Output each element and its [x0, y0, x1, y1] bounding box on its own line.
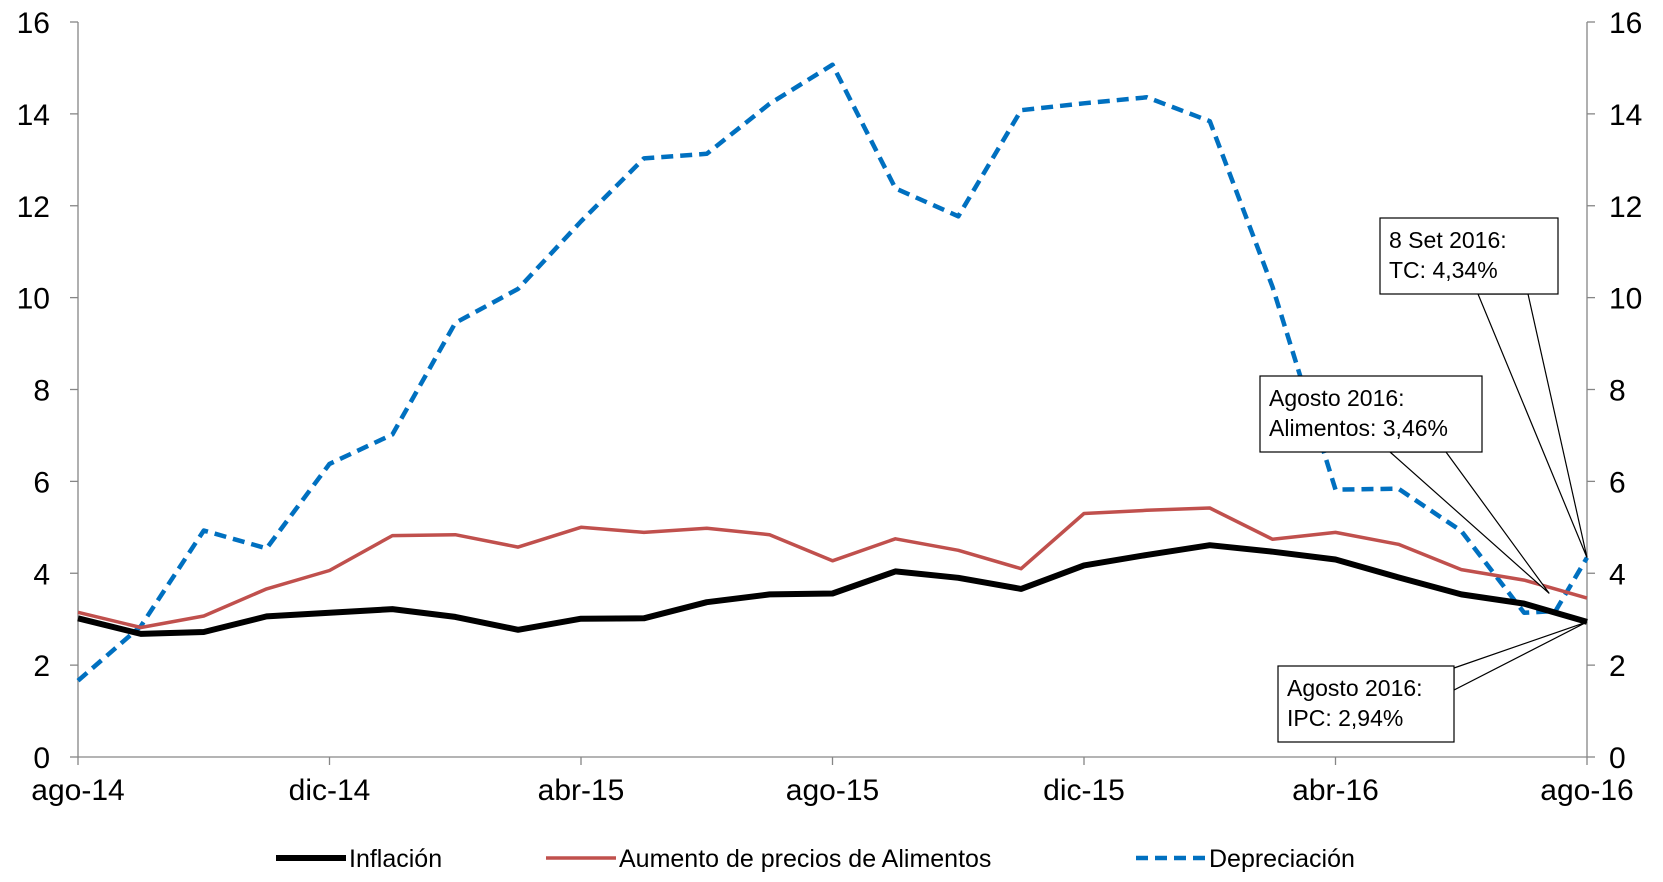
y-tick-label-right: 8	[1609, 375, 1626, 408]
callout-text: Agosto 2016:	[1269, 385, 1405, 411]
y-tick-label-right: 14	[1609, 99, 1642, 132]
x-tick-label: abr-16	[1292, 774, 1379, 807]
y-tick-label-left: 14	[17, 99, 50, 132]
legend-label-2: Depreciación	[1209, 845, 1355, 873]
y-tick-label-right: 16	[1609, 7, 1642, 40]
x-tick-label: ago-14	[31, 774, 124, 807]
callout-text: 8 Set 2016:	[1389, 227, 1507, 253]
y-tick-label-left: 12	[17, 191, 50, 224]
x-tick-label: ago-15	[786, 774, 879, 807]
y-tick-label-left: 0	[33, 742, 50, 775]
annotation-callout: 8 Set 2016: TC: 4,34%	[1379, 217, 1588, 558]
x-tick-label: dic-14	[289, 774, 371, 807]
y-tick-label-right: 6	[1609, 466, 1626, 499]
y-tick-label-right: 0	[1609, 742, 1626, 775]
callout-text: IPC: 2,94%	[1287, 705, 1403, 731]
y-tick-label-left: 8	[33, 375, 50, 408]
y-tick-label-left: 4	[33, 558, 50, 591]
annotations-layer: 8 Set 2016: TC: 4,34% Agosto 2016: Alimento…	[1259, 217, 1588, 743]
callout-text: Alimentos: 3,46%	[1269, 415, 1448, 441]
annotation-callout: Agosto 2016: IPC: 2,94%	[1277, 621, 1588, 743]
annotation-callout: Agosto 2016: Alimentos: 3,46%	[1259, 375, 1550, 594]
y-tick-label-right: 2	[1609, 650, 1626, 683]
y-tick-label-left: 2	[33, 650, 50, 683]
callout-text: TC: 4,34%	[1389, 257, 1498, 283]
y-tick-label-right: 4	[1609, 558, 1626, 591]
y-tick-label-right: 10	[1609, 283, 1642, 316]
callout-box	[1379, 217, 1559, 295]
callout-text: Agosto 2016:	[1287, 675, 1423, 701]
y-tick-label-right: 12	[1609, 191, 1642, 224]
x-tick-label: abr-15	[538, 774, 625, 807]
y-tick-label-left: 6	[33, 466, 50, 499]
legend-label-1: Aumento de precios de Alimentos	[619, 845, 991, 873]
chart-legend: Inflación Aumento de precios de Alimentos…	[276, 845, 1355, 873]
chart-axes: 0 0 2 2 4 4 6 6 8 8 10 10 12 12 14 14 16 16 ago-14 dic-14 ab…	[17, 7, 1643, 807]
y-tick-label-left: 16	[17, 7, 50, 40]
callout-pointer	[1453, 621, 1588, 691]
series-layer	[76, 62, 1589, 683]
callout-box	[1259, 375, 1483, 453]
series-line-1	[77, 506, 1588, 630]
x-tick-label: ago-16	[1540, 774, 1633, 807]
series-line-0	[77, 542, 1588, 637]
x-tick-label: dic-15	[1043, 774, 1125, 807]
callout-box	[1277, 665, 1455, 743]
y-tick-label-left: 10	[17, 283, 50, 316]
series-line-2	[76, 62, 1589, 683]
legend-label-0: Inflación	[349, 845, 442, 873]
